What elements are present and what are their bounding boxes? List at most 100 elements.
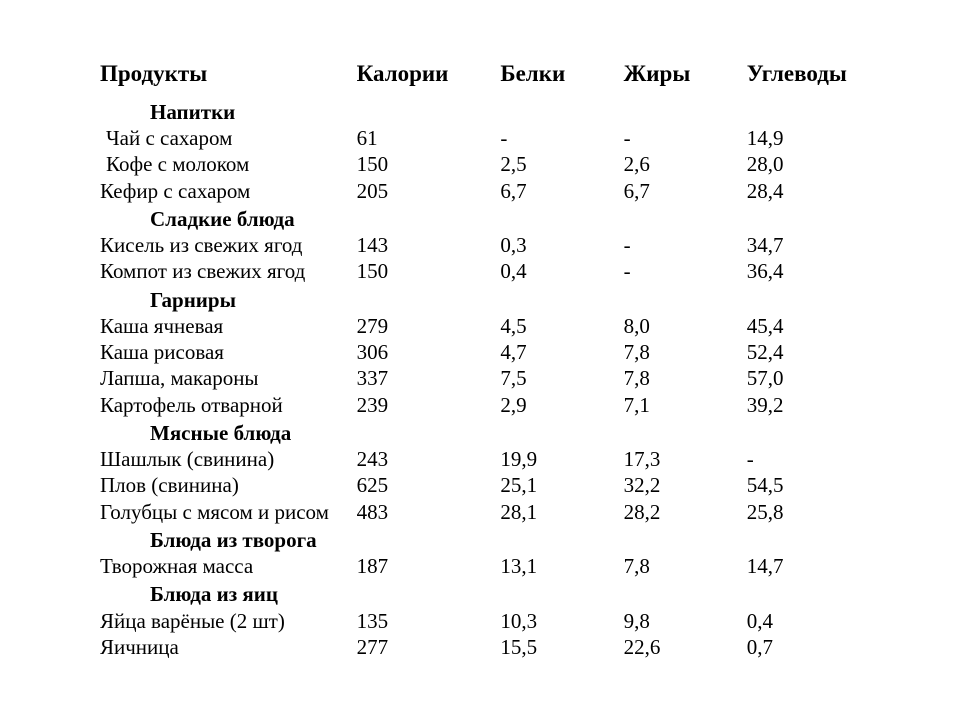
table-header-row: Продукты Калории Белки Жиры Углеводы — [100, 60, 870, 97]
cell-fat: - — [624, 125, 747, 151]
cell-calories: 61 — [357, 125, 501, 151]
cell-product: Компот из свежих ягод — [100, 258, 357, 284]
table-row: Яичница27715,522,60,7 — [100, 634, 870, 660]
cell-calories: 135 — [357, 608, 501, 634]
cell-calories: 239 — [357, 392, 501, 418]
cell-calories: 306 — [357, 339, 501, 365]
cell-carbs: 39,2 — [747, 392, 870, 418]
col-header-protein: Белки — [500, 60, 623, 97]
cell-carbs: 57,0 — [747, 365, 870, 391]
cell-carbs: 54,5 — [747, 472, 870, 498]
table-row: Шашлык (свинина)24319,917,3- — [100, 446, 870, 472]
cell-carbs: 14,9 — [747, 125, 870, 151]
section-header: Напитки — [100, 97, 870, 125]
col-header-calories: Калории — [357, 60, 501, 97]
cell-fat: 6,7 — [624, 178, 747, 204]
cell-fat: 28,2 — [624, 499, 747, 525]
cell-calories: 625 — [357, 472, 501, 498]
table-row: Яйца варёные (2 шт)13510,39,80,4 — [100, 608, 870, 634]
cell-carbs: 25,8 — [747, 499, 870, 525]
table-row: Кофе с молоком1502,52,628,0 — [100, 151, 870, 177]
cell-fat: 8,0 — [624, 313, 747, 339]
cell-product: Лапша, макароны — [100, 365, 357, 391]
section-title: Блюда из творога — [100, 525, 870, 553]
cell-carbs: 14,7 — [747, 553, 870, 579]
cell-product: Творожная масса — [100, 553, 357, 579]
cell-carbs: 28,0 — [747, 151, 870, 177]
cell-protein: 4,7 — [500, 339, 623, 365]
cell-fat: 9,8 — [624, 608, 747, 634]
cell-calories: 205 — [357, 178, 501, 204]
cell-protein: 28,1 — [500, 499, 623, 525]
cell-protein: 19,9 — [500, 446, 623, 472]
cell-calories: 243 — [357, 446, 501, 472]
cell-product: Чай с сахаром — [100, 125, 357, 151]
cell-protein: 0,4 — [500, 258, 623, 284]
cell-carbs: 52,4 — [747, 339, 870, 365]
table-row: Каша ячневая2794,58,045,4 — [100, 313, 870, 339]
table-row: Картофель отварной2392,97,139,2 — [100, 392, 870, 418]
cell-product: Яйца варёные (2 шт) — [100, 608, 357, 634]
cell-calories: 277 — [357, 634, 501, 660]
cell-fat: 7,8 — [624, 553, 747, 579]
cell-calories: 337 — [357, 365, 501, 391]
cell-protein: 2,9 — [500, 392, 623, 418]
table-row: Каша рисовая3064,77,852,4 — [100, 339, 870, 365]
table-row: Компот из свежих ягод1500,4-36,4 — [100, 258, 870, 284]
cell-fat: 22,6 — [624, 634, 747, 660]
cell-carbs: 0,4 — [747, 608, 870, 634]
cell-product: Плов (свинина) — [100, 472, 357, 498]
table-row: Творожная масса18713,17,814,7 — [100, 553, 870, 579]
cell-protein: 25,1 — [500, 472, 623, 498]
col-header-carbs: Углеводы — [747, 60, 870, 97]
cell-calories: 143 — [357, 232, 501, 258]
table-row: Лапша, макароны3377,57,857,0 — [100, 365, 870, 391]
section-header: Блюда из творога — [100, 525, 870, 553]
cell-product: Каша ячневая — [100, 313, 357, 339]
cell-fat: 7,8 — [624, 339, 747, 365]
cell-product: Картофель отварной — [100, 392, 357, 418]
cell-fat: 32,2 — [624, 472, 747, 498]
cell-protein: - — [500, 125, 623, 151]
cell-fat: 2,6 — [624, 151, 747, 177]
section-title: Блюда из яиц — [100, 579, 870, 607]
cell-fat: - — [624, 258, 747, 284]
table-row: Чай с сахаром61--14,9 — [100, 125, 870, 151]
cell-protein: 6,7 — [500, 178, 623, 204]
cell-carbs: 0,7 — [747, 634, 870, 660]
cell-fat: 17,3 — [624, 446, 747, 472]
cell-calories: 279 — [357, 313, 501, 339]
cell-protein: 7,5 — [500, 365, 623, 391]
cell-product: Голубцы с мясом и рисом — [100, 499, 357, 525]
cell-protein: 15,5 — [500, 634, 623, 660]
cell-carbs: - — [747, 446, 870, 472]
cell-calories: 150 — [357, 258, 501, 284]
cell-product: Кисель из свежих ягод — [100, 232, 357, 258]
cell-protein: 10,3 — [500, 608, 623, 634]
cell-product: Яичница — [100, 634, 357, 660]
cell-product: Кефир с сахаром — [100, 178, 357, 204]
cell-carbs: 28,4 — [747, 178, 870, 204]
section-header: Мясные блюда — [100, 418, 870, 446]
section-title: Гарниры — [100, 285, 870, 313]
cell-protein: 4,5 — [500, 313, 623, 339]
cell-calories: 150 — [357, 151, 501, 177]
section-header: Блюда из яиц — [100, 579, 870, 607]
nutrition-table: Продукты Калории Белки Жиры Углеводы Нап… — [100, 60, 870, 660]
cell-fat: - — [624, 232, 747, 258]
cell-product: Каша рисовая — [100, 339, 357, 365]
cell-carbs: 36,4 — [747, 258, 870, 284]
section-title: Напитки — [100, 97, 870, 125]
cell-calories: 483 — [357, 499, 501, 525]
table-body: Напитки Чай с сахаром61--14,9 Кофе с мол… — [100, 97, 870, 660]
cell-protein: 0,3 — [500, 232, 623, 258]
cell-fat: 7,1 — [624, 392, 747, 418]
table-row: Голубцы с мясом и рисом48328,128,225,8 — [100, 499, 870, 525]
section-title: Мясные блюда — [100, 418, 870, 446]
table-row: Кисель из свежих ягод1430,3-34,7 — [100, 232, 870, 258]
section-title: Сладкие блюда — [100, 204, 870, 232]
col-header-fat: Жиры — [624, 60, 747, 97]
cell-product: Кофе с молоком — [100, 151, 357, 177]
cell-carbs: 34,7 — [747, 232, 870, 258]
section-header: Гарниры — [100, 285, 870, 313]
